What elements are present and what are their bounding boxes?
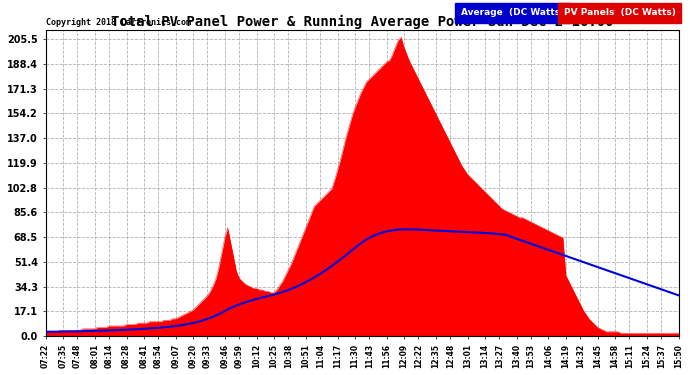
Legend: Average  (DC Watts), PV Panels  (DC Watts): Average (DC Watts), PV Panels (DC Watts) (458, 6, 678, 20)
Title: Total PV Panel Power & Running Average Power Sun Dec 2 16:00: Total PV Panel Power & Running Average P… (111, 15, 613, 29)
Text: Copyright 2018 Cartronics.com: Copyright 2018 Cartronics.com (46, 18, 190, 27)
